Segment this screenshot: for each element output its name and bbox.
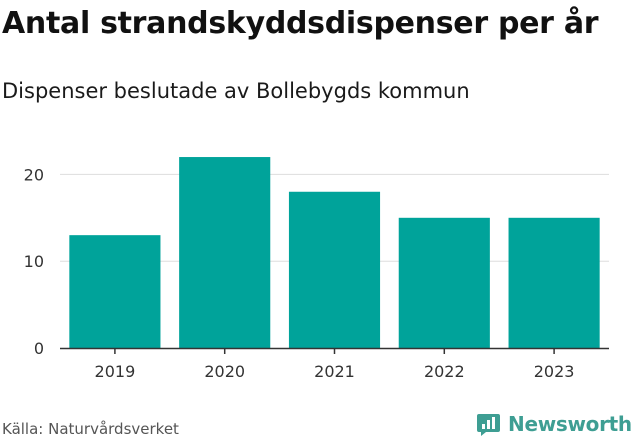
bar-2021 bbox=[288, 191, 381, 348]
x-tick-label-2019: 2019 bbox=[95, 362, 136, 381]
chart-subtitle: Dispenser beslutade av Bollebygds kommun bbox=[2, 79, 470, 103]
bar-2020 bbox=[179, 157, 271, 348]
x-tick-label-2021: 2021 bbox=[314, 362, 355, 381]
chart-title: Antal strandskyddsdispenser per år bbox=[2, 6, 599, 41]
bar-2023 bbox=[508, 217, 600, 348]
bar-2019 bbox=[69, 235, 161, 348]
x-tick-label-2023: 2023 bbox=[534, 362, 575, 381]
brand-logo: Newsworthy bbox=[476, 409, 631, 439]
y-tick-label-10: 10 bbox=[24, 252, 44, 271]
bar-chart: 0 10 20 2019 2020 2021 2022 2023 bbox=[24, 157, 609, 381]
y-tick-label-0: 0 bbox=[34, 339, 44, 358]
x-tick-label-2022: 2022 bbox=[424, 362, 465, 381]
x-tick-label-2020: 2020 bbox=[204, 362, 245, 381]
brand-name: Newsworthy bbox=[508, 412, 631, 436]
source-note: Källa: Naturvårdsverket bbox=[2, 420, 179, 438]
y-tick-label-20: 20 bbox=[24, 165, 44, 184]
bar-2022 bbox=[398, 217, 490, 348]
newsworthy-logo-icon bbox=[477, 413, 500, 436]
